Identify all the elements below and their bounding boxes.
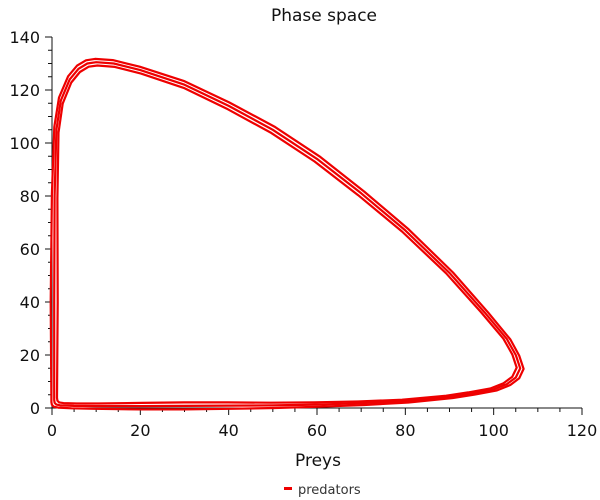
x-tick-label: 0 — [47, 421, 57, 440]
chart-title: Phase space — [271, 6, 377, 26]
y-tick-label: 60 — [20, 240, 40, 259]
series-line-predators-3 — [49, 57, 525, 411]
x-tick-label: 100 — [478, 421, 509, 440]
legend-swatch — [284, 487, 292, 490]
y-tick-label: 0 — [30, 399, 40, 418]
y-tick-label: 100 — [9, 134, 40, 153]
y-tick-label: 120 — [9, 81, 40, 100]
y-tick-label: 20 — [20, 346, 40, 365]
x-tick-label: 40 — [218, 421, 238, 440]
legend-label: predators — [298, 483, 361, 498]
x-axis-label: Preys — [295, 451, 341, 471]
series-line-predators-2 — [53, 61, 522, 408]
x-tick-label: 80 — [395, 421, 415, 440]
plot-area: 0 20 40 60 80 100 120 0 20 40 60 80 100 120 140 — [9, 28, 597, 440]
legend: predators — [284, 483, 361, 498]
x-tick-label: 20 — [130, 421, 150, 440]
y-tick-label: 140 — [9, 28, 40, 47]
x-tick-label: 60 — [307, 421, 327, 440]
series-line-predators-1 — [55, 64, 518, 405]
x-tick-label: 120 — [567, 421, 598, 440]
y-tick-label: 40 — [20, 293, 40, 312]
y-tick-label: 80 — [20, 187, 40, 206]
